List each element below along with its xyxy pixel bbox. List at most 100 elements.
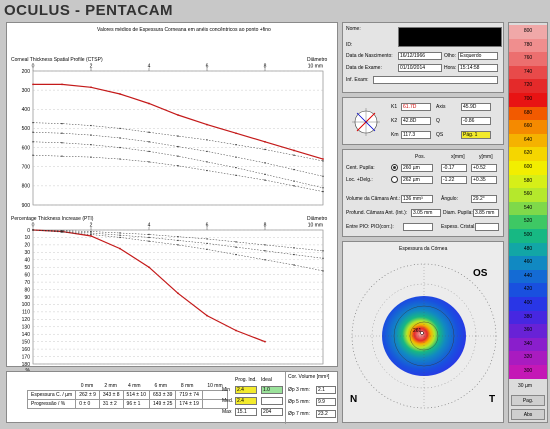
data-point [90,156,92,158]
data-point [90,134,92,136]
y-tick-label: 100 [22,302,31,308]
q-field[interactable]: -0.86 [461,117,491,125]
eye-field[interactable]: Esquerdo [458,52,498,60]
prog-value: 2.4 [235,397,257,405]
abs-button[interactable]: Abs [511,409,545,420]
thinnest-pos[interactable]: 262 µm [401,176,433,184]
color-scale: 800 780 760 740 720 700 680 660 640 620 600 580 560 5… [508,22,548,423]
data-point [264,162,266,164]
pupil-center-pos[interactable]: 260 µm [401,164,433,172]
chamber-depth-label: Profund. Câmara Ant. (Int.): [346,210,408,216]
data-point [177,114,179,116]
y-tick-label: 120 [22,317,31,323]
data-point [264,179,266,181]
pupil-center-marker-icon [391,164,398,171]
data-point [61,122,63,125]
data-point [119,93,121,95]
data-point [235,166,237,169]
thickness-map[interactable] [343,242,505,424]
page-button[interactable]: Pag. [511,395,545,406]
lens-field[interactable] [475,223,499,231]
data-point [322,175,324,177]
table-header: 10 mm [207,383,223,389]
exam-info-field[interactable] [373,76,498,84]
y-header: y[mm] [479,154,493,160]
chamber-depth-field[interactable]: 3.05 mm [411,209,441,217]
y-tick-label: 30 [24,250,30,256]
ctsp-diameter-label: Diâmetro [307,57,328,63]
scale-cell: 540 [509,201,547,216]
data-point [32,83,34,86]
y-tick-label: 600 [22,145,31,151]
iop-label: Entre PIO: PIO(corr.): [346,224,394,230]
table-cell: 514 ± 10 [122,390,150,400]
lens-label: Espess. Cristal.: [441,224,478,230]
pupil-diam-field[interactable]: 3.85 mm [473,209,499,217]
data-point [206,161,208,163]
app-title: OCULUS - PENTACAM [4,2,174,19]
data-point [90,233,92,236]
k2-field[interactable]: 42.8D [401,117,431,125]
prog-row-label: Min [222,387,231,393]
exam-date-field[interactable]: 01/10/2014 [398,64,442,72]
table-cell: 31 ± 2 [98,399,124,409]
axis-compass-icon [352,108,380,136]
table-row-label: Progressão / % [26,399,77,409]
time-field[interactable]: 15:14:58 [458,64,498,72]
data-point [119,146,121,149]
pos-header: Pos. [415,154,426,160]
data-point [293,264,295,266]
pupil-center-y[interactable]: +0.52 [471,164,497,172]
progression-index-box: Prog. Ind. Ideal Min 2.4 1.0 Med. 2.4 Max 15.1… [221,375,283,421]
thinnest-loc-label: Loc. +Delg.: [346,177,373,183]
data-point [119,247,121,250]
table-cell: 0 ± 0 [75,399,100,409]
patient-panel: Nome: ID: Data de Nascimento: 16/12/1966… [342,22,504,93]
thinnest-y[interactable]: +0.35 [471,176,497,184]
qs-field[interactable]: Pág. 1 [461,131,491,139]
data-point [264,173,266,176]
km-label: Km [391,132,399,138]
chamber-volume-field[interactable]: 136 mm³ [401,195,433,203]
table-cell: 262 ± 9 [75,390,100,400]
iop-field[interactable] [403,223,433,231]
y-tick-label: 150 [22,339,31,345]
data-point [148,161,150,163]
scale-cell: 440 [509,269,547,284]
thinnest-x[interactable]: -1.22 [441,176,467,184]
name-field[interactable] [398,27,502,47]
y-tick-label: 0 [27,228,30,234]
data-point [206,150,208,153]
birth-field[interactable]: 16/12/1966 [398,52,442,60]
name-label: Nome: [346,26,361,32]
data-point [119,232,121,234]
map-center-value: 261 [413,328,422,334]
eye-label: Olho: [444,53,456,59]
data-point [148,240,150,242]
table-cell: 653 ± 39 [148,390,177,400]
axis-label: Axis [436,104,446,110]
data-point [293,185,295,187]
data-point [264,259,266,261]
axis-field[interactable]: 45.9D [461,103,491,111]
table-header [28,382,76,391]
scale-cell: 420 [509,283,547,297]
volume-value: 2.1 [316,386,336,394]
k1-field[interactable]: 61.7D [401,103,431,111]
q-label: Q [436,118,440,124]
volume-row-label: Øp 5 mm: [288,399,310,405]
data-point [322,160,324,162]
data-point [235,174,237,177]
table-cell: 174 ± 19 [175,399,203,409]
pupil-center-x[interactable]: -0.17 [441,164,467,172]
data-point [119,236,121,239]
nasal-label: N [350,394,358,405]
angle-field[interactable]: 29.2° [471,195,497,203]
scale-cell: 580 [509,174,547,189]
data-point [322,257,324,259]
prog-value: 15.1 [235,408,257,416]
table-cell [201,399,229,409]
thinnest-marker-icon [391,176,398,183]
scale-cell: 360 [509,324,547,338]
km-field[interactable]: 117.3 [401,131,431,139]
